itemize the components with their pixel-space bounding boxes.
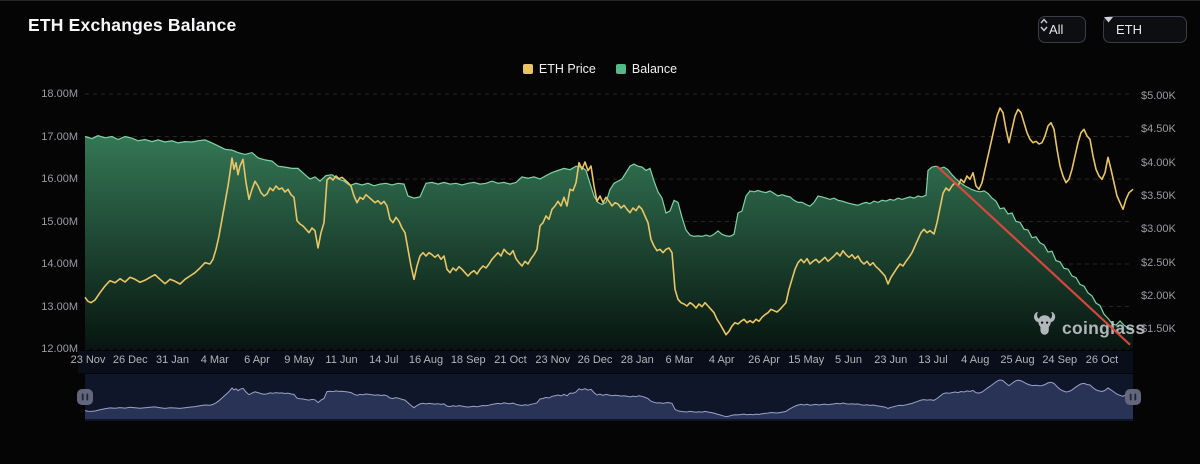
price-line — [84, 107, 1134, 336]
navigator-handle-left[interactable] — [77, 389, 93, 405]
navigator-line — [84, 379, 1134, 418]
left-axis-label: 18.00M — [41, 88, 78, 100]
legend-item[interactable]: Balance — [615, 62, 678, 76]
range-select-value: All — [1049, 22, 1064, 37]
right-axis-label: $1.50K — [1141, 323, 1176, 336]
legend-item[interactable]: ETH Price — [522, 62, 596, 76]
x-axis-strip — [78, 351, 1133, 373]
x-axis-label: 13 Jul — [918, 354, 948, 366]
x-axis-label: 26 Dec — [577, 354, 613, 366]
x-axis-label: 28 Jan — [620, 354, 654, 366]
right-axis-label: $2.00K — [1141, 289, 1176, 302]
legend-swatch — [615, 64, 626, 74]
x-axis-label: 25 Aug — [1000, 354, 1035, 366]
right-axis-label: $5.00K — [1141, 90, 1176, 102]
legend: ETH Price Balance — [0, 62, 1200, 76]
right-axis-label: $2.50K — [1141, 256, 1176, 269]
right-axis-label: $4.50K — [1141, 123, 1176, 136]
x-axis-label: 6 Mar — [665, 354, 694, 366]
x-axis-label: 23 Jun — [874, 354, 908, 366]
x-axis-label: 6 Apr — [244, 354, 270, 366]
x-axis-label: 23 Nov — [535, 354, 571, 366]
stepper-icon — [1040, 18, 1048, 32]
navigator-area[interactable] — [85, 379, 1133, 419]
right-axis-label: $3.50K — [1141, 189, 1176, 202]
watermark: coinglass — [1034, 312, 1145, 338]
left-axis-label: 16.00M — [41, 173, 78, 185]
x-axis-label: 4 Mar — [200, 354, 229, 366]
x-axis-label: 26 Oct — [1085, 354, 1119, 366]
x-axis-label: 15 May — [788, 354, 825, 366]
asset-select-value: ETH — [1116, 22, 1142, 37]
x-axis-label: 31 Jan — [155, 354, 190, 366]
x-axis-label: 5 Jun — [835, 354, 862, 366]
x-axis-label: 26 Apr — [748, 354, 780, 366]
x-axis-label: 26 Dec — [112, 354, 148, 366]
left-axis-label: 12.00M — [41, 343, 78, 355]
x-axis-label: 18 Sep — [450, 354, 486, 366]
navigator-handle-right[interactable] — [1125, 389, 1141, 405]
left-axis-label: 15.00M — [41, 215, 78, 228]
legend-label: ETH Price — [538, 62, 596, 76]
left-axis-label: 14.00M — [41, 258, 78, 270]
right-axis-label: $4.00K — [1141, 156, 1176, 169]
balance-line — [84, 135, 1134, 330]
x-axis-label: 11 Jun — [325, 354, 358, 366]
balance-area — [85, 135, 1133, 349]
x-axis-label: 14 Jul — [369, 354, 399, 366]
trend-line — [936, 165, 1131, 346]
left-axis-label: 13.00M — [41, 300, 78, 313]
x-axis-label: 9 May — [284, 354, 315, 366]
asset-select[interactable]: ETH — [1103, 16, 1187, 43]
left-axis-label: 17.00M — [41, 130, 78, 143]
legend-swatch — [522, 64, 533, 74]
x-axis-label: 23 Nov — [70, 354, 106, 366]
watermark-text: coinglass — [1062, 318, 1145, 338]
bull-icon — [1034, 312, 1056, 335]
right-axis-label: $3.00K — [1141, 223, 1176, 236]
range-select[interactable]: All — [1038, 16, 1086, 43]
x-axis-label: 24 Sep — [1042, 354, 1078, 366]
x-axis-label: 21 Oct — [494, 354, 527, 366]
x-axis-label: 4 Aug — [961, 354, 990, 366]
chevron-down-icon — [1104, 17, 1113, 23]
page-title: ETH Exchanges Balance — [28, 15, 237, 35]
x-axis-label: 4 Apr — [708, 354, 735, 366]
legend-label: Balance — [631, 62, 678, 76]
x-axis-label: 16 Aug — [408, 354, 444, 366]
